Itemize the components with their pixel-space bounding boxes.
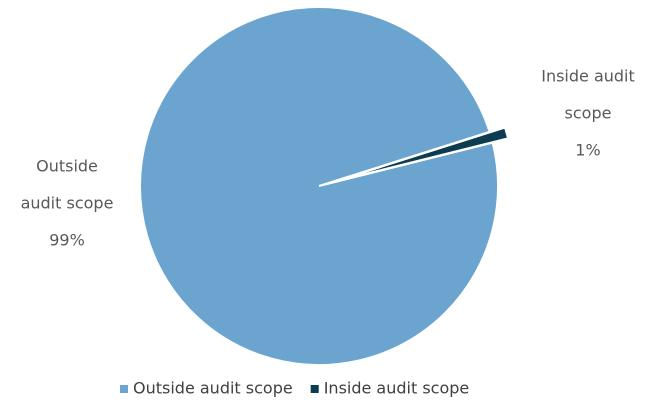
legend-swatch-inside-audit-scope xyxy=(310,385,319,393)
legend-label-inside-audit-scope: Inside audit scope xyxy=(324,379,470,398)
legend-label-outside-audit-scope: Outside audit scope xyxy=(133,379,293,398)
data-label-inside-audit-scope: Inside audit scope 1% xyxy=(541,67,635,160)
pie-slice-inside-audit-scope xyxy=(334,126,510,183)
pie-slice-outside-audit-scope xyxy=(139,6,499,366)
data-labels: Outside audit scope 99% Inside audit scope 1% xyxy=(21,67,635,250)
legend-swatch-outside-audit-scope xyxy=(120,385,128,393)
data-label-outside-audit-scope: Outside audit scope 99% xyxy=(21,157,114,250)
legend: Outside audit scope Inside audit scope xyxy=(120,379,469,398)
pie-slices xyxy=(139,6,510,366)
